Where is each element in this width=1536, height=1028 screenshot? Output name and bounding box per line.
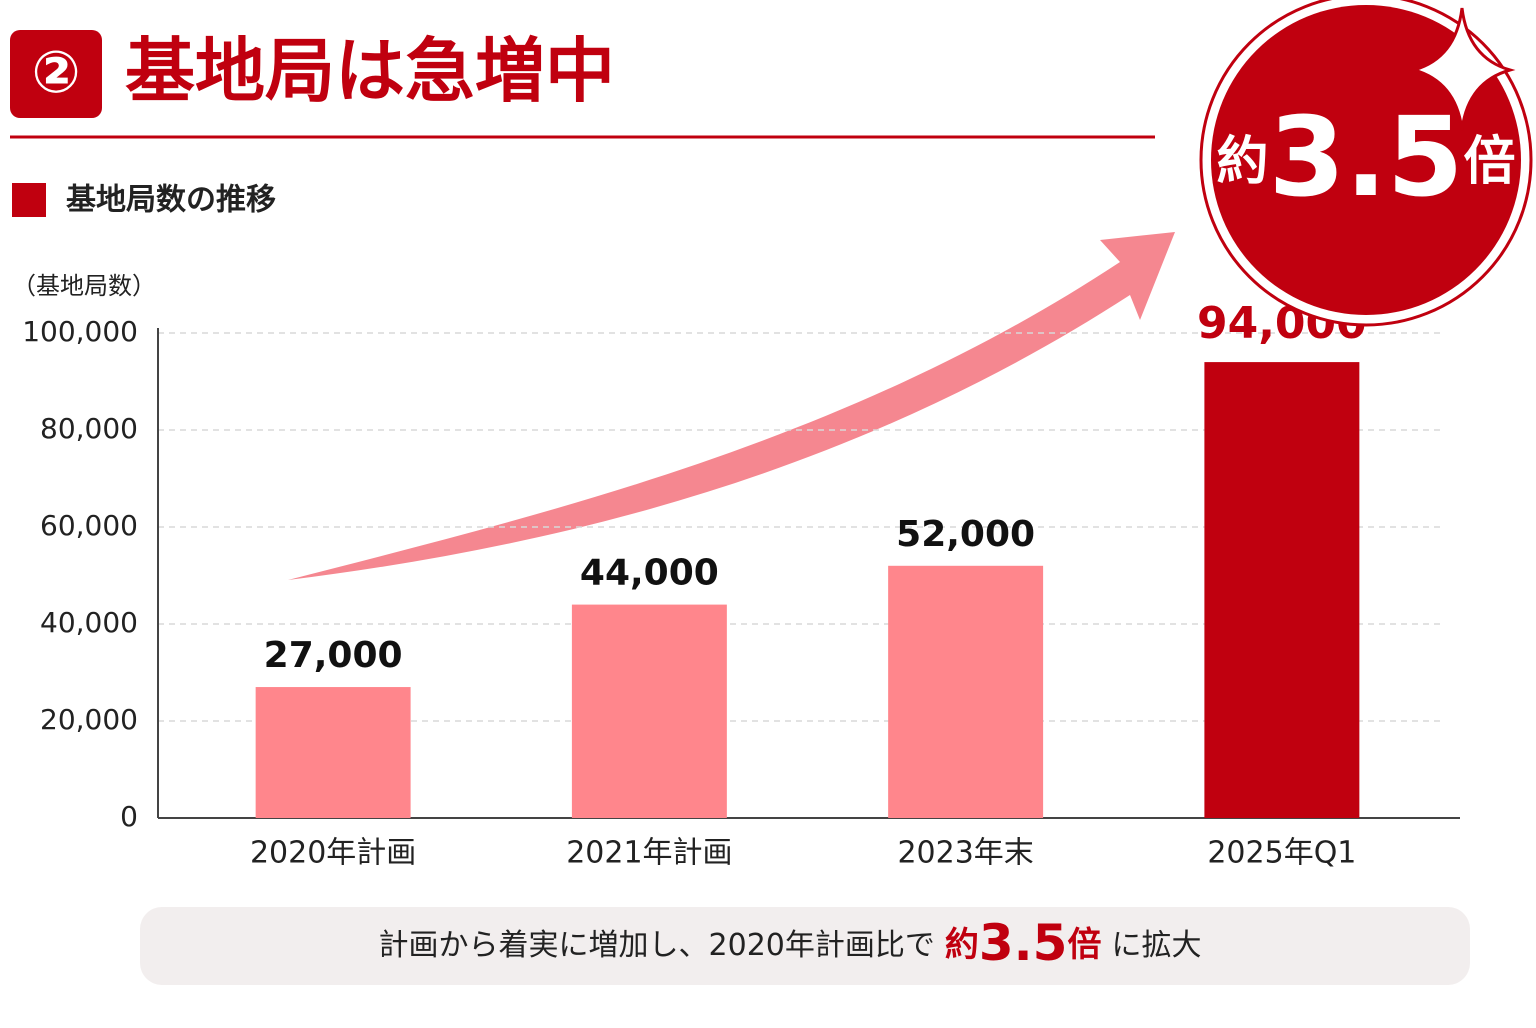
title-badge-box bbox=[10, 30, 102, 118]
value-label: 52,000 bbox=[896, 514, 1035, 555]
footnote-box bbox=[140, 907, 1470, 985]
footnote-end: に拡大 bbox=[1111, 928, 1201, 963]
y-tick-label: 60,000 bbox=[40, 509, 138, 542]
value-label: 27,000 bbox=[264, 635, 403, 676]
x-tick-label: 2021年計画 bbox=[566, 836, 732, 871]
y-tick-label: 0 bbox=[120, 800, 138, 833]
title-badge: ② bbox=[31, 38, 80, 106]
legend-swatch bbox=[12, 183, 46, 217]
x-tick-label: 2020年計画 bbox=[250, 836, 416, 871]
sparkle bbox=[1408, 7, 1516, 131]
footnote-number: 3.5 bbox=[979, 914, 1068, 972]
footnote-suffix: 倍 bbox=[1067, 925, 1101, 965]
callout-suffix: 倍 bbox=[1463, 132, 1515, 192]
y-tick-label: 40,000 bbox=[40, 606, 138, 639]
y-tick-label: 20,000 bbox=[40, 703, 138, 736]
legend-label: 基地局数の推移 bbox=[66, 183, 276, 218]
x-tick-label: 2023年末 bbox=[897, 836, 1033, 871]
growth-arrow bbox=[288, 232, 1175, 580]
bar bbox=[255, 687, 411, 818]
bar bbox=[1204, 362, 1360, 818]
bar bbox=[571, 604, 727, 818]
value-label: 44,000 bbox=[580, 553, 719, 594]
footnote-prefix: 約 bbox=[945, 925, 979, 965]
y-tick-label: 80,000 bbox=[40, 412, 138, 445]
callout-text: 約3.5倍 bbox=[1217, 93, 1516, 221]
chart-title: 基地局は急増中 bbox=[125, 30, 615, 112]
footnote-text: 計画から着実に増加し、2020年計画比で bbox=[379, 928, 935, 963]
callout-prefix: 約 bbox=[1217, 132, 1269, 192]
x-tick-label: 2025年Q1 bbox=[1207, 836, 1356, 871]
callout-number: 3.5 bbox=[1269, 93, 1464, 221]
y-axis-label: （基地局数） bbox=[12, 272, 156, 300]
footnote: 計画から着実に増加し、2020年計画比で 約3.5倍 に拡大 bbox=[379, 914, 1202, 972]
y-tick-label: 100,000 bbox=[22, 315, 138, 348]
bar bbox=[888, 565, 1044, 818]
